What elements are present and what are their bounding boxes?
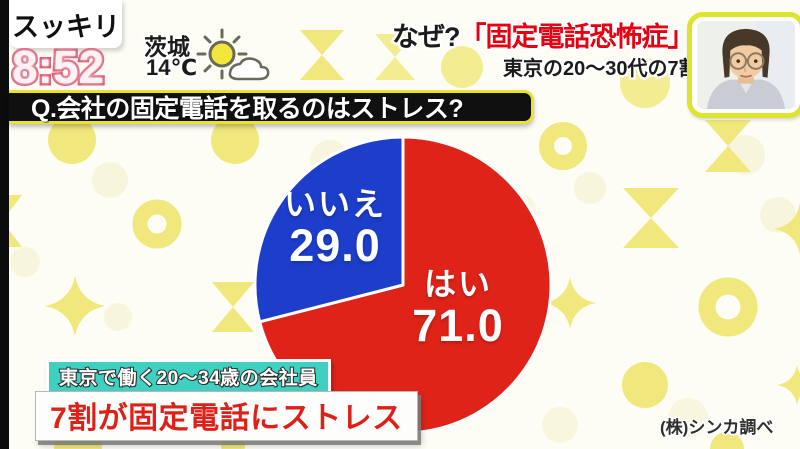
screen-left-edge bbox=[0, 0, 9, 449]
pie-yes-slice-value: 71.0 bbox=[412, 299, 504, 351]
headline: なぜ?「固定電話恐怖症」 bbox=[390, 15, 697, 55]
sun-cloud-icon bbox=[196, 28, 270, 81]
pie-label-no: いいえ 29.0 bbox=[240, 186, 430, 271]
pattern-circles-pale bbox=[441, 46, 800, 108]
weather-location: 茨城 bbox=[142, 32, 193, 63]
pie-label-yes: はい 71.0 bbox=[363, 266, 553, 351]
guest-photo-frame bbox=[687, 12, 800, 118]
subject-tag: 東京で働く20〜34歳の会社員 bbox=[46, 359, 331, 394]
pie-chart bbox=[248, 130, 558, 440]
pie-yes-slice-name: はい bbox=[423, 266, 492, 302]
pie-no-slice-value: 29.0 bbox=[289, 219, 381, 271]
weather-temperature: 14℃ bbox=[144, 53, 200, 83]
clock: 8:52 bbox=[9, 39, 106, 96]
show-logo-box: スッキリ bbox=[10, 0, 122, 48]
pattern-rings bbox=[132, 122, 758, 337]
headline-prefix: なぜ? bbox=[390, 20, 463, 55]
pie-slice-1 bbox=[253, 135, 405, 324]
result-tag-text: 7割が固定電話にストレス bbox=[50, 402, 403, 435]
subject-tag-text: 東京で働く20〜34歳の会社員 bbox=[58, 367, 318, 390]
show-logo: スッキリ bbox=[12, 11, 120, 42]
pattern-sparkles bbox=[45, 203, 800, 405]
pie-no-slice-name: いいえ bbox=[283, 186, 386, 222]
question-banner: Q.会社の固定電話を取るのはストレス? bbox=[9, 90, 534, 124]
survey-credit: (株)シンカ調べ bbox=[658, 416, 775, 439]
guest-photo bbox=[697, 21, 795, 109]
question-banner-text: Q.会社の固定電話を取るのはストレス? bbox=[31, 95, 464, 123]
result-tag: 7割が固定電話にストレス bbox=[35, 391, 418, 441]
subheadline: 東京の20〜30代の7割 bbox=[501, 56, 701, 83]
headline-quoted: 「固定電話恐怖症」 bbox=[457, 20, 697, 55]
